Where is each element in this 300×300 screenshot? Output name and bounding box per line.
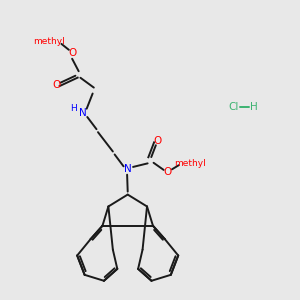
- Text: N: N: [79, 108, 87, 118]
- Text: O: O: [69, 48, 77, 59]
- Text: O: O: [52, 80, 61, 90]
- Text: H: H: [70, 104, 77, 113]
- Text: N: N: [124, 164, 132, 174]
- Text: H: H: [250, 102, 258, 112]
- Text: methyl: methyl: [174, 159, 206, 168]
- Text: O: O: [164, 167, 172, 177]
- Text: methyl: methyl: [33, 37, 65, 46]
- Text: Cl: Cl: [228, 102, 238, 112]
- Text: O: O: [153, 136, 162, 146]
